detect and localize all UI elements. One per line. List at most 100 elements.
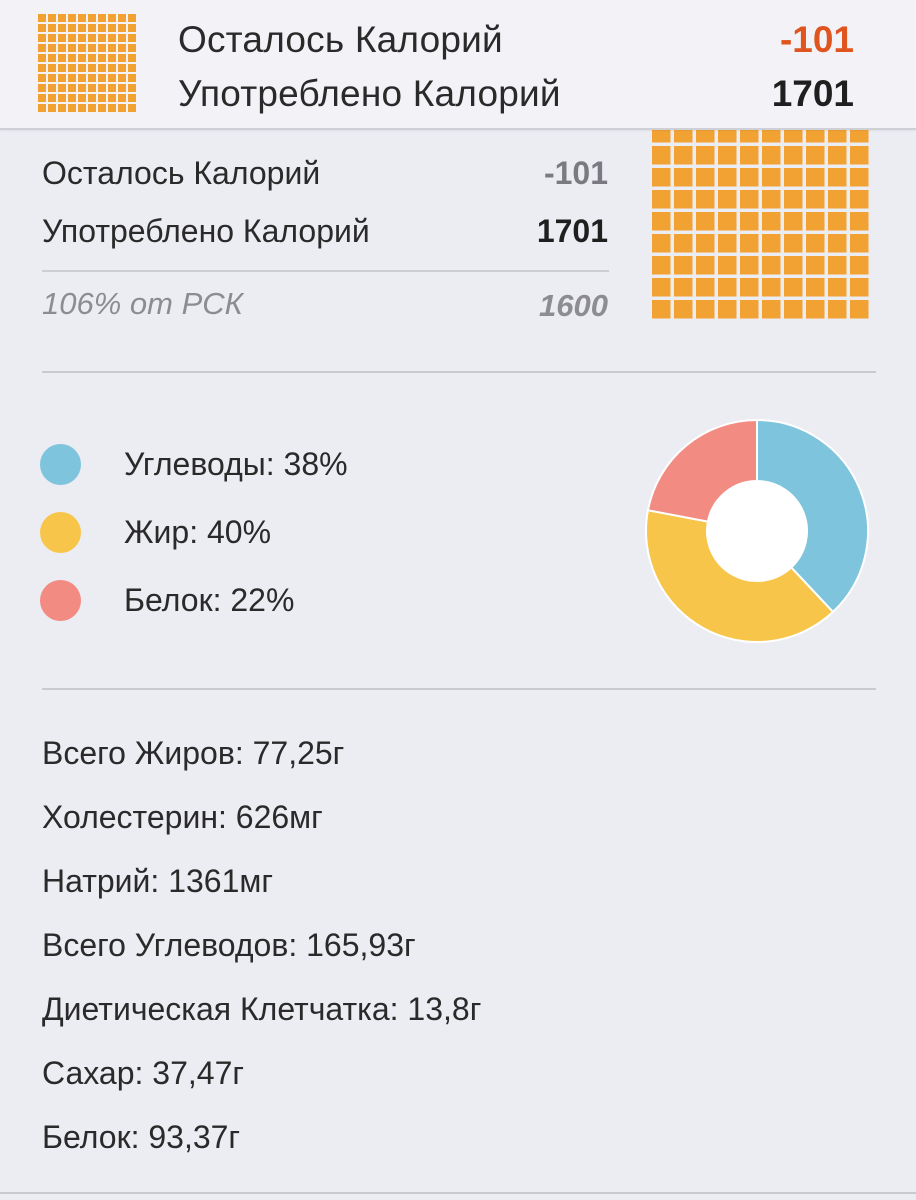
- grid-cell: [696, 168, 715, 187]
- grid-cell: [850, 190, 869, 209]
- grid-cell: [762, 212, 781, 231]
- grid-cell: [48, 24, 56, 32]
- grid-cell: [806, 212, 825, 231]
- grid-cell: [108, 64, 116, 72]
- summary-remaining-label: Осталось Калорий: [42, 155, 321, 191]
- summary-remaining-value: -101: [543, 155, 608, 191]
- summary-divider: [42, 270, 609, 272]
- nutrient-cholesterol: Холестерин: 626мг: [42, 799, 323, 835]
- grid-cell: [98, 84, 106, 92]
- grid-cell: [696, 130, 715, 143]
- grid-cell: [48, 54, 56, 62]
- grid-cell: [128, 44, 136, 52]
- grid-cell: [740, 234, 759, 253]
- grid-cell: [58, 104, 66, 112]
- grid-cell: [58, 94, 66, 102]
- grid-cell: [48, 34, 56, 42]
- grid-cell: [128, 74, 136, 82]
- grid-cell: [762, 234, 781, 253]
- legend-label: Белок: 22%: [124, 582, 295, 618]
- rsk-target-value: 1600: [539, 288, 608, 323]
- sticky-calorie-header: Осталось Калорий -101 Употреблено Калори…: [0, 0, 916, 130]
- grid-cell: [68, 64, 76, 72]
- grid-cell: [828, 300, 847, 319]
- grid-cell: [78, 14, 86, 22]
- header-remaining-value: -101: [779, 19, 854, 60]
- carbs-color-dot: [40, 444, 81, 485]
- grid-cell: [718, 256, 737, 275]
- grid-cell: [78, 94, 86, 102]
- grid-cell: [762, 300, 781, 319]
- grid-cell: [98, 104, 106, 112]
- grid-cell: [88, 24, 96, 32]
- grid-cell: [784, 146, 803, 165]
- grid-cell: [48, 44, 56, 52]
- protein-color-dot: [40, 580, 81, 621]
- nutrient-sugar: Сахар: 37,47г: [42, 1055, 245, 1091]
- grid-cell: [68, 94, 76, 102]
- grid-cell: [828, 168, 847, 187]
- donut-hole: [707, 481, 807, 581]
- grid-cell: [78, 44, 86, 52]
- nutrient-total-fat: Всего Жиров: 77,25г: [42, 735, 345, 771]
- grid-cell: [652, 234, 671, 253]
- legend-label: Углеводы: 38%: [124, 446, 348, 482]
- grid-cell: [674, 234, 693, 253]
- grid-cell: [58, 34, 66, 42]
- grid-cell: [696, 190, 715, 209]
- grid-cell: [88, 44, 96, 52]
- grid-cell: [718, 300, 737, 319]
- grid-cell: [68, 34, 76, 42]
- grid-cell: [850, 146, 869, 165]
- legend-label: Жир: 40%: [124, 514, 272, 550]
- grid-cell: [806, 168, 825, 187]
- grid-cell: [696, 278, 715, 297]
- grid-cell: [784, 190, 803, 209]
- grid-cell: [784, 234, 803, 253]
- grid-cell: [740, 278, 759, 297]
- grid-cell: [118, 34, 126, 42]
- grid-cell: [118, 44, 126, 52]
- grid-cell: [38, 84, 46, 92]
- grid-cell: [762, 168, 781, 187]
- grid-cell: [850, 234, 869, 253]
- grid-cell: [762, 278, 781, 297]
- grid-cell: [762, 130, 781, 143]
- grid-cell: [652, 130, 671, 143]
- grid-cell: [674, 130, 693, 143]
- grid-cell: [762, 256, 781, 275]
- summary-consumed-value: 1701: [536, 213, 608, 249]
- grid-cell: [88, 94, 96, 102]
- grid-cell: [88, 34, 96, 42]
- grid-cell: [784, 300, 803, 319]
- grid-cell: [850, 256, 869, 275]
- summary-consumed-label: Употреблено Калорий: [42, 213, 370, 249]
- grid-cell: [68, 74, 76, 82]
- grid-cell: [58, 54, 66, 62]
- grid-cell: [828, 278, 847, 297]
- grid-cell: [38, 44, 46, 52]
- grid-cell: [58, 14, 66, 22]
- grid-cell: [762, 146, 781, 165]
- grid-cell: [806, 278, 825, 297]
- calorie-grid-icon: [38, 14, 136, 112]
- grid-cell: [68, 104, 76, 112]
- grid-cell: [108, 44, 116, 52]
- nutrient-protein: Белок: 93,37г: [42, 1119, 241, 1155]
- nutrient-sodium: Натрий: 1361мг: [42, 863, 274, 899]
- grid-cell: [850, 278, 869, 297]
- section-divider: [42, 688, 876, 690]
- grid-cell: [38, 14, 46, 22]
- grid-cell: [740, 256, 759, 275]
- grid-cell: [806, 190, 825, 209]
- grid-cell: [718, 146, 737, 165]
- grid-cell: [38, 34, 46, 42]
- grid-cell: [740, 212, 759, 231]
- grid-cell: [98, 24, 106, 32]
- grid-cell: [652, 256, 671, 275]
- grid-cell: [78, 104, 86, 112]
- grid-cell: [118, 14, 126, 22]
- grid-cell: [784, 130, 803, 143]
- grid-cell: [828, 256, 847, 275]
